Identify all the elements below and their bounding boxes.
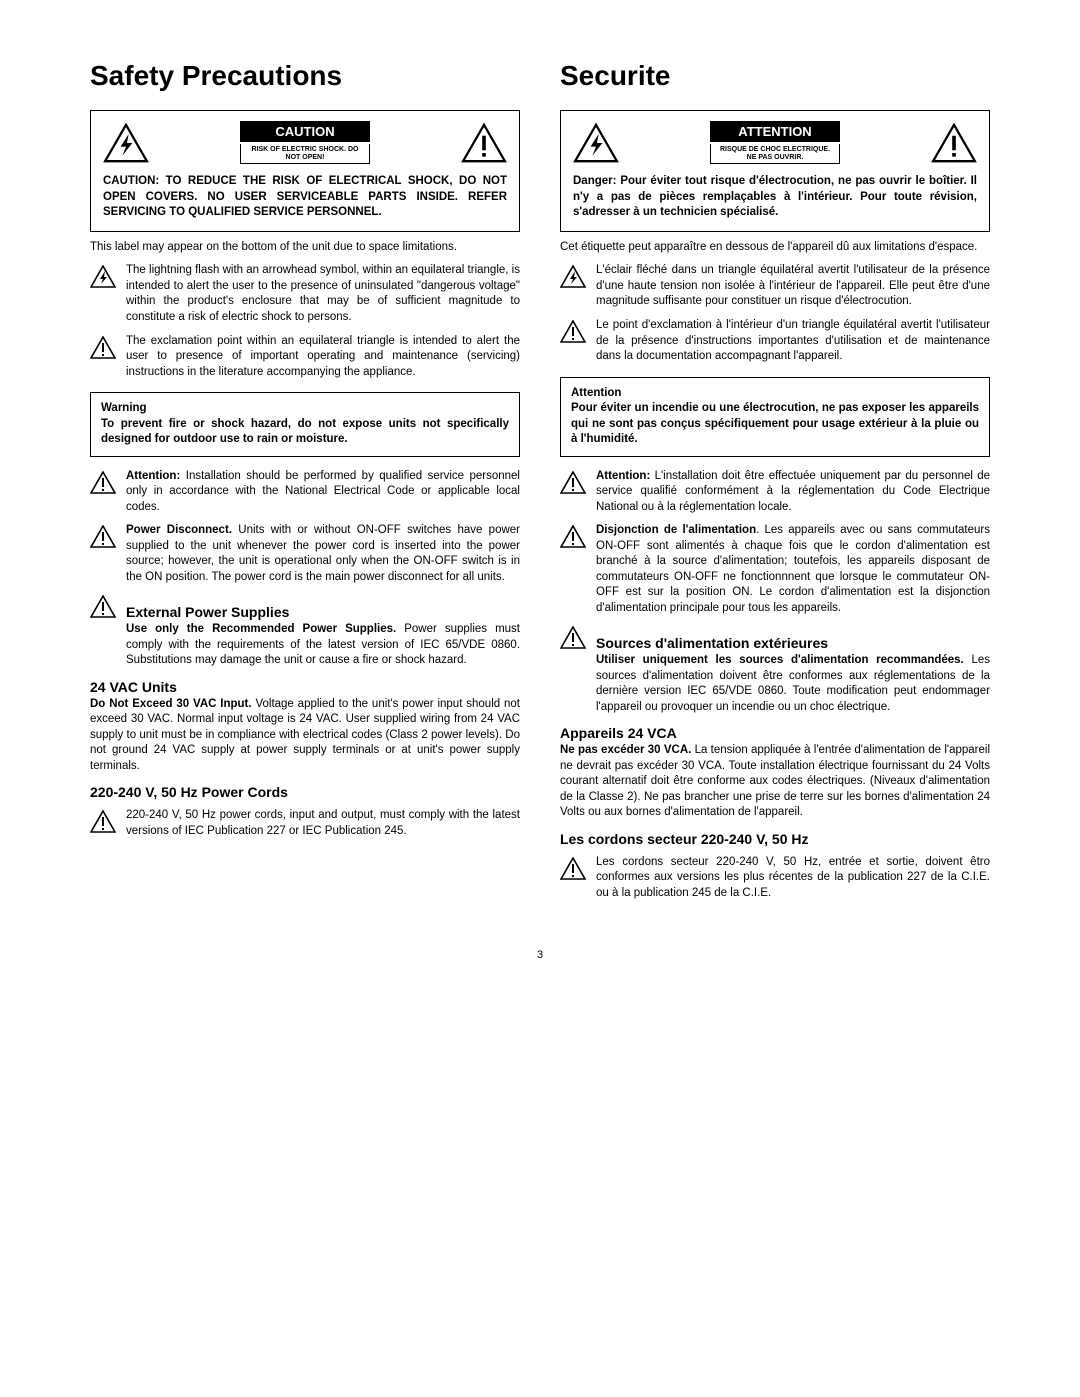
caution-sublabel: RISQUE DE CHOC ELECTRIQUE. NE PAS OUVRIR…	[710, 144, 840, 164]
exclamation-icon	[560, 320, 586, 343]
attention-lead: Attention:	[126, 470, 180, 482]
exclamation-icon	[560, 525, 586, 548]
label-note: Cet étiquette peut apparaître en dessous…	[560, 240, 990, 256]
caution-box-left: CAUTION RISK OF ELECTRIC SHOCK. DO NOT O…	[90, 110, 520, 232]
exclamation-icon	[560, 626, 586, 649]
power-disconnect-row: Power Disconnect. Units with or without …	[90, 523, 520, 585]
exclamation-icon	[90, 810, 116, 833]
excl-explain-row: The exclamation point within an equilate…	[90, 334, 520, 381]
eps-lead: Utiliser uniquement les sources d'alimen…	[596, 654, 964, 666]
caution-sublabel: RISK OF ELECTRIC SHOCK. DO NOT OPEN!	[240, 144, 370, 164]
bolt-icon	[573, 123, 619, 163]
label-note: This label may appear on the bottom of t…	[90, 240, 520, 256]
exclamation-icon	[560, 857, 586, 880]
bolt-explain-row: L'éclair fléché dans un triangle équilat…	[560, 263, 990, 310]
vac-heading: 24 VAC Units	[90, 679, 520, 695]
cord-heading: 220-240 V, 50 Hz Power Cords	[90, 784, 520, 800]
excl-explain: Le point d'exclamation à l'intérieur d'u…	[596, 318, 990, 365]
bolt-icon	[103, 123, 149, 163]
exclamation-icon	[461, 123, 507, 163]
attention-body: Installation should be performed by qual…	[126, 470, 520, 513]
exclamation-icon	[90, 471, 116, 494]
exclamation-icon	[90, 595, 116, 618]
exclamation-icon	[90, 336, 116, 359]
warning-body: To prevent fire or shock hazard, do not …	[101, 418, 509, 446]
caution-body: Danger: Pour éviter tout risque d'électr…	[573, 174, 977, 221]
caution-label: CAUTION	[240, 121, 370, 142]
vac-lead: Ne pas excéder 30 VCA.	[560, 744, 691, 756]
caution-box-right: ATTENTION RISQUE DE CHOC ELECTRIQUE. NE …	[560, 110, 990, 232]
power-disconnect-row: Disjonction de l'alimentation. Les appar…	[560, 523, 990, 616]
excl-explain: The exclamation point within an equilate…	[126, 334, 520, 381]
cord-row: 220-240 V, 50 Hz power cords, input and …	[90, 808, 520, 839]
attention-row: Attention: L'installation doit être effe…	[560, 469, 990, 516]
bolt-icon	[90, 265, 116, 288]
right-column: Securite ATTENTION RISQUE DE CHOC ELECTR…	[560, 60, 990, 909]
eps-row: Sources d'alimentation extérieures Utili…	[560, 624, 990, 715]
exclamation-icon	[560, 471, 586, 494]
attention-body: L'installation doit être effectuée uniqu…	[596, 470, 990, 513]
exclamation-icon	[931, 123, 977, 163]
attention-row: Attention: Installation should be perfor…	[90, 469, 520, 516]
right-title: Securite	[560, 60, 990, 92]
bolt-icon	[560, 265, 586, 288]
bolt-explain: L'éclair fléché dans un triangle équilat…	[596, 263, 990, 310]
cord-body: Les cordons secteur 220-240 V, 50 Hz, en…	[596, 855, 990, 902]
left-title: Safety Precautions	[90, 60, 520, 92]
vac-heading: Appareils 24 VCA	[560, 725, 990, 741]
eps-heading: Sources d'alimentation extérieures	[596, 634, 990, 653]
bolt-explain: The lightning flash with an arrowhead sy…	[126, 263, 520, 325]
caution-body: CAUTION: TO REDUCE THE RISK OF ELECTRICA…	[103, 174, 507, 221]
warning-title: Attention	[571, 386, 979, 402]
warning-body: Pour éviter un incendie ou une électrocu…	[571, 402, 979, 445]
exclamation-icon	[90, 525, 116, 548]
warning-box: Attention Pour éviter un incendie ou une…	[560, 377, 990, 457]
cord-heading: Les cordons secteur 220-240 V, 50 Hz	[560, 831, 990, 847]
eps-heading: External Power Supplies	[126, 603, 520, 622]
attention-lead: Attention:	[596, 470, 650, 482]
caution-label: ATTENTION	[710, 121, 840, 142]
vac-lead: Do Not Exceed 30 VAC Input.	[90, 698, 252, 710]
pdisc-body: . Les appareils avec ou sans commutateur…	[596, 524, 990, 614]
warning-box: Warning To prevent fire or shock hazard,…	[90, 392, 520, 457]
eps-row: External Power Supplies Use only the Rec…	[90, 593, 520, 668]
page-number: 3	[90, 949, 990, 961]
cord-body: 220-240 V, 50 Hz power cords, input and …	[126, 808, 520, 839]
eps-lead: Use only the Recommended Power Supplies.	[126, 623, 396, 635]
left-column: Safety Precautions CAUTION RISK OF ELECT…	[90, 60, 520, 909]
cord-row: Les cordons secteur 220-240 V, 50 Hz, en…	[560, 855, 990, 902]
bolt-explain-row: The lightning flash with an arrowhead sy…	[90, 263, 520, 325]
pdisc-lead: Power Disconnect.	[126, 524, 232, 536]
excl-explain-row: Le point d'exclamation à l'intérieur d'u…	[560, 318, 990, 365]
pdisc-lead: Disjonction de l'alimentation	[596, 524, 756, 536]
warning-title: Warning	[101, 401, 509, 417]
